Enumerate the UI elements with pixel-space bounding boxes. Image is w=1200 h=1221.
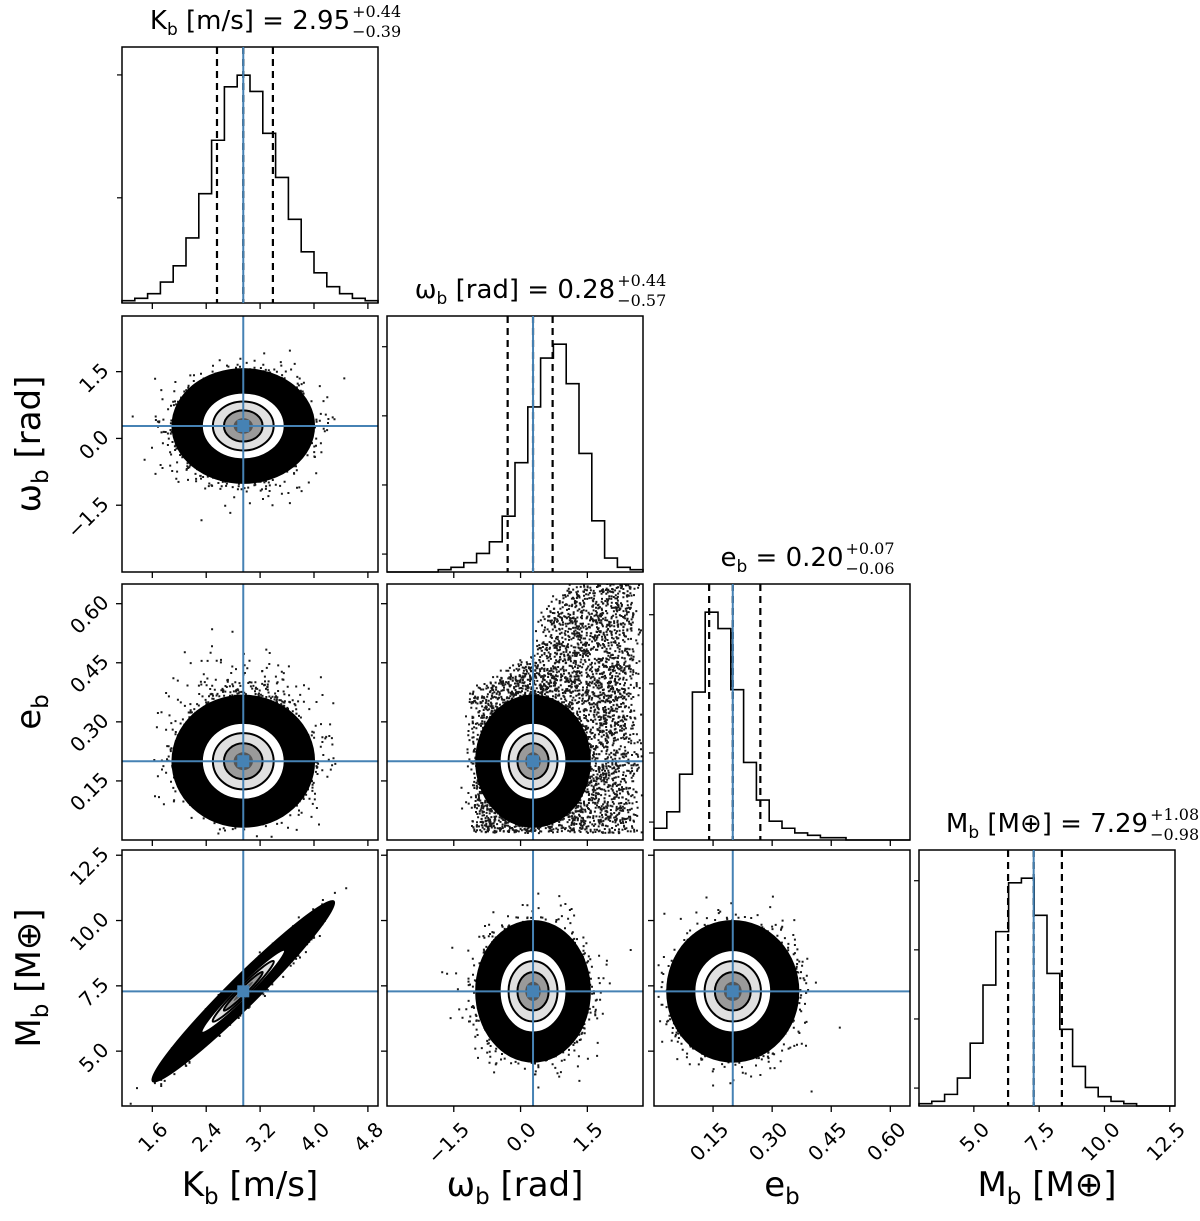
xaxis-label-e: eb [764, 1165, 800, 1210]
title-K: Kb [m/s] = 2.95 [150, 6, 350, 40]
xaxis-label-M: Mb [M⊕] [977, 1165, 1116, 1210]
ytick-label-M-3: 12.5 [65, 842, 113, 890]
scatter-panel-K-M [121, 849, 379, 1107]
title-plus-w: +0.44 [617, 271, 666, 290]
panel-frame [653, 849, 911, 1107]
panel-frame [386, 849, 644, 1107]
xtick-label-K-2: 3.2 [241, 1117, 280, 1156]
hist-panel-e: eb = 0.20 +0.07−0.06 [653, 539, 911, 841]
title-minus-M: −0.98 [1150, 825, 1199, 844]
yaxis-label-e: eb [9, 694, 54, 730]
ytick-label-e-1: 0.30 [65, 708, 113, 756]
ytick-label-e-3: 0.60 [65, 590, 113, 638]
xtick-label-e-0: 0.15 [685, 1117, 733, 1165]
ytick-label-w-0: −1.5 [62, 492, 113, 543]
truth-marker [237, 419, 250, 432]
yaxis-label-w: ωb [rad] [9, 376, 54, 513]
scatter-panel-w-M [386, 849, 644, 1107]
scatter-panel-w-e [386, 583, 644, 841]
xtick-label-K-1: 2.4 [187, 1117, 226, 1156]
scatter-points [460, 584, 643, 835]
xtick-label-e-2: 0.45 [803, 1117, 851, 1165]
title-plus-e: +0.07 [846, 539, 895, 558]
ytick-label-e-2: 0.45 [65, 649, 113, 697]
yaxis-label-M: Mb [M⊕] [9, 908, 54, 1047]
title-minus-K: −0.39 [352, 22, 401, 41]
title-minus-w: −0.57 [617, 291, 666, 310]
xtick-label-M-2: 10.0 [1076, 1117, 1124, 1165]
title-M: Mb [M⊕] = 7.29 [946, 809, 1148, 843]
ytick-label-M-2: 10.0 [65, 907, 113, 955]
xtick-label-M-1: 7.5 [1020, 1117, 1059, 1156]
hist-panel-K: Kb [m/s] = 2.95 +0.44−0.39 [117, 2, 401, 304]
scatter-panel-K-w [121, 315, 379, 573]
truth-marker [527, 985, 540, 998]
xtick-label-K-4: 4.8 [349, 1117, 388, 1156]
ytick-label-M-0: 5.0 [74, 1038, 113, 1077]
hist-panel-M: Mb [M⊕] = 7.29 +1.08−0.98 [918, 805, 1199, 1107]
title-plus-M: +1.08 [1150, 805, 1199, 824]
ytick-label-M-1: 7.5 [74, 972, 113, 1011]
hist-frame-M [918, 849, 1176, 1107]
xtick-label-w-1: 0.0 [501, 1117, 540, 1156]
title-w: ωb [rad] = 0.28 [415, 275, 615, 309]
xtick-label-e-3: 0.60 [862, 1117, 910, 1165]
xtick-label-w-0: −1.5 [423, 1117, 474, 1168]
panel-frame [121, 849, 379, 1107]
xtick-label-M-0: 5.0 [955, 1117, 994, 1156]
hist-frame-w [386, 315, 644, 573]
scatter-panel-K-e [121, 583, 379, 841]
truth-marker [726, 985, 739, 998]
histogram-K [121, 74, 379, 303]
xtick-label-K-3: 4.0 [295, 1117, 334, 1156]
histogram-w [387, 343, 644, 573]
xtick-label-M-3: 12.5 [1142, 1117, 1190, 1165]
xaxis-label-K: Kb [m/s] [182, 1165, 319, 1210]
xtick-label-K-0: 1.6 [133, 1117, 172, 1156]
truth-marker [527, 755, 540, 768]
ytick-label-e-0: 0.15 [65, 767, 113, 815]
xtick-label-e-1: 0.30 [744, 1117, 792, 1165]
panel-frame [386, 583, 644, 841]
hist-panel-w: ωb [rad] = 0.28 +0.44−0.57 [386, 271, 666, 573]
panel-frame [121, 583, 379, 841]
histogram-e [653, 611, 910, 841]
ytick-label-w-1: 0.0 [74, 425, 113, 464]
panel-frame [121, 315, 379, 573]
truth-marker [237, 985, 250, 998]
truth-marker [237, 755, 250, 768]
xaxis-label-w: ωb [rad] [447, 1165, 584, 1210]
title-e: eb = 0.20 [720, 543, 843, 577]
title-plus-K: +0.44 [352, 2, 401, 21]
ytick-label-w-2: 1.5 [74, 358, 113, 397]
scatter-panel-e-M [653, 849, 911, 1107]
xtick-label-w-2: 1.5 [568, 1117, 607, 1156]
title-minus-e: −0.06 [846, 559, 895, 578]
hist-frame-e [653, 583, 911, 841]
